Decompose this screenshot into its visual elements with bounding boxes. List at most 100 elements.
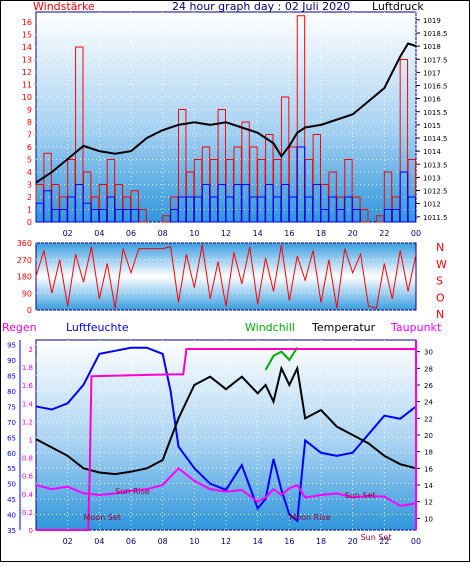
- humidity-tick-label: 70: [7, 419, 16, 427]
- rain-label: Regen: [2, 321, 37, 334]
- y-tick-label: 16: [22, 18, 32, 27]
- gust-bar: [67, 196, 76, 223]
- rain-tick-label: 1.2: [22, 418, 33, 426]
- y-tick-label: 180: [17, 273, 32, 282]
- y-tick-label: 11: [22, 81, 32, 90]
- y-tick-label: 14: [22, 43, 32, 52]
- compass-label: N: [436, 241, 444, 254]
- y-tick-label: 0: [27, 218, 32, 227]
- y-right-tick-label: 1016: [423, 96, 441, 104]
- gust-bar: [114, 209, 124, 223]
- gust-bar: [328, 196, 337, 223]
- rain-tick-label: 1.6: [22, 382, 34, 390]
- rain-tick-label: 1: [29, 437, 33, 445]
- x-tick-label: 00: [411, 229, 421, 238]
- pressure-axis-label: Luftdruck: [372, 0, 424, 13]
- compass-label: W: [436, 258, 447, 271]
- x-tick-label: 08: [158, 537, 168, 546]
- temperature-tick-label: 28: [424, 365, 433, 373]
- temperature-tick-label: 24: [424, 399, 433, 407]
- humidity-tick-label: 40: [7, 512, 16, 520]
- wind-bar: [360, 209, 369, 223]
- humidity-tick-label: 85: [7, 373, 16, 381]
- y-tick-label: 90: [22, 289, 32, 298]
- gust-bar: [407, 196, 417, 223]
- temperature-tick-label: 16: [424, 465, 433, 473]
- gust-bar: [257, 196, 266, 223]
- y-right-tick-label: 1015.5: [423, 109, 448, 117]
- temperature-tick-label: 18: [424, 449, 433, 457]
- y-right-tick-label: 1012.5: [423, 188, 448, 196]
- x-tick-label: 16: [284, 537, 294, 546]
- x-tick-label: 12: [221, 537, 231, 546]
- y-tick-label: 0: [27, 306, 32, 315]
- humidity-tick-label: 55: [7, 465, 16, 473]
- y-tick-label: 10: [22, 93, 32, 102]
- x-tick-label: 22: [379, 229, 389, 238]
- pressure-line: [35, 42, 417, 184]
- temperature-tick-label: 12: [424, 499, 433, 507]
- temperature-tick-label: 10: [424, 515, 433, 523]
- x-tick-label: 20: [348, 537, 358, 546]
- gust-bar: [288, 196, 298, 223]
- x-tick-label: 20: [348, 229, 358, 238]
- y-tick-label: 15: [22, 31, 32, 40]
- astronomy-annotation: Moon Rise: [289, 513, 330, 522]
- dewpoint-label: Taupunkt: [390, 321, 442, 334]
- gust-bar: [249, 196, 258, 223]
- y-tick-label: 7: [27, 131, 32, 140]
- temperature-tick-label: 22: [424, 415, 433, 423]
- astronomy-annotation: Sun Set: [361, 533, 392, 542]
- x-tick-label: 00: [411, 537, 421, 546]
- windchill-label: Windchill: [245, 321, 295, 334]
- x-tick-label: 16: [284, 229, 294, 238]
- y-right-tick-label: 1013: [423, 174, 441, 182]
- humidity-tick-label: 60: [7, 450, 16, 458]
- compass-label: O: [436, 291, 445, 304]
- series-line: [264, 346, 299, 371]
- y-right-tick-label: 1014: [423, 148, 441, 156]
- y-tick-label: 360: [17, 239, 32, 248]
- temperature-tick-label: 14: [424, 482, 433, 490]
- gust-bar: [352, 209, 361, 223]
- rain-tick-label: 0.4: [22, 491, 34, 499]
- x-tick-label: 10: [189, 537, 199, 546]
- y-tick-label: 8: [27, 118, 32, 127]
- gust-bar: [90, 209, 100, 223]
- y-tick-label: 13: [22, 56, 32, 65]
- y-tick-label: 1: [27, 206, 32, 215]
- gust-bar: [344, 196, 353, 223]
- rain-tick-label: 0.8: [22, 455, 33, 463]
- gust-bar: [320, 209, 329, 223]
- y-right-tick-label: 1011.5: [423, 214, 448, 222]
- gust-bar: [59, 209, 68, 223]
- astronomy-annotation: Sun Set: [345, 491, 376, 500]
- x-tick-label: 14: [253, 537, 263, 546]
- x-tick-label: 10: [189, 229, 199, 238]
- temperature-tick-label: 20: [424, 432, 433, 440]
- gust-bar: [312, 184, 322, 223]
- series-line: [35, 346, 417, 523]
- y-right-tick-label: 1019: [423, 17, 441, 25]
- y-right-tick-label: 1013.5: [423, 161, 448, 169]
- y-right-tick-label: 1016.5: [423, 83, 448, 91]
- y-right-tick-label: 1018: [423, 43, 441, 51]
- rain-tick-label: 1.8: [22, 364, 33, 372]
- rain-tick-label: 0.6: [22, 473, 34, 481]
- x-tick-label: 14: [253, 229, 263, 238]
- x-tick-label: 02: [63, 537, 73, 546]
- gust-bar: [106, 196, 116, 223]
- compass-label: N: [436, 308, 444, 321]
- wind-bar: [138, 209, 147, 223]
- series-line: [35, 466, 417, 507]
- y-right-tick-label: 1017.5: [423, 56, 448, 64]
- rain-tick-label: 2: [29, 346, 33, 354]
- astronomy-annotation: Moon Set: [84, 513, 121, 522]
- gust-bar: [130, 209, 139, 223]
- compass-label: S: [436, 275, 443, 288]
- x-tick-label: 04: [94, 229, 104, 238]
- series-line: [35, 364, 417, 476]
- gust-bar: [273, 196, 282, 223]
